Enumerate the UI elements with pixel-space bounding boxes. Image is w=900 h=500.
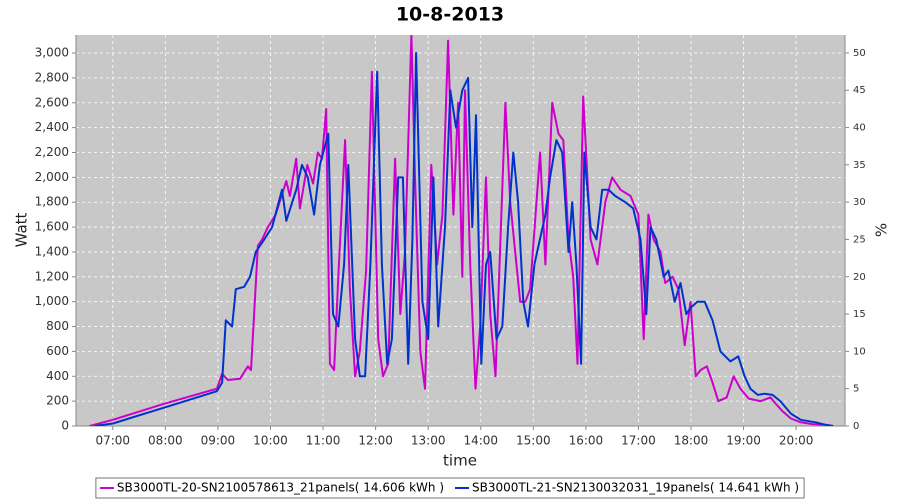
x-tick-label: 14:00 (463, 434, 498, 448)
y-tick-label: 1,400 (35, 244, 69, 258)
x-tick-label: 10:00 (253, 434, 288, 448)
x-tick-label: 17:00 (621, 434, 656, 448)
x-tick-label: 12:00 (358, 434, 393, 448)
x-tick-label: 19:00 (726, 434, 761, 448)
series-line (94, 52, 834, 426)
y-tick-label: 1,800 (35, 195, 69, 209)
y2-tick-label: 0 (853, 421, 859, 432)
y-tick-label: 2,200 (35, 145, 69, 159)
chart-title: 10-8-2013 (396, 4, 504, 26)
y-tick-label: 0 (61, 419, 69, 433)
y-tick-label: 400 (46, 369, 69, 383)
y2-tick-label: 15 (853, 309, 866, 320)
y2-tick-label: 20 (853, 272, 866, 283)
y-tick-label: 2,800 (35, 70, 69, 84)
y-tick-label: 2,400 (35, 120, 69, 134)
x-tick-label: 20:00 (779, 434, 814, 448)
y-tick-label: 200 (46, 394, 69, 408)
legend-box (95, 477, 805, 499)
x-tick-label: 15:00 (516, 434, 551, 448)
y-tick-label: 800 (46, 319, 69, 333)
y2-tick-label: 25 (853, 234, 866, 245)
y2-tick-label: 5 (853, 384, 859, 395)
legend-label: SB3000TL-20-SN2100578613_21panels( 14.60… (117, 481, 444, 495)
y2-axis-label: % (873, 223, 891, 237)
x-axis-label: time (443, 452, 477, 470)
y2-tick-label: 35 (853, 160, 866, 171)
y2-tick-label: 10 (853, 346, 866, 357)
x-tick-label: 08:00 (148, 434, 183, 448)
y2-tick-label: 45 (853, 85, 866, 96)
x-tick-label: 09:00 (201, 434, 236, 448)
x-tick-label: 11:00 (306, 434, 341, 448)
y-tick-label: 1,200 (35, 269, 69, 283)
y-tick-label: 2,000 (35, 170, 69, 184)
y-tick-label: 3,000 (35, 46, 69, 60)
y-tick-label: 1,600 (35, 220, 69, 234)
legend: SB3000TL-20-SN2100578613_21panels( 14.60… (95, 477, 805, 499)
x-tick-label: 13:00 (411, 434, 446, 448)
y-axis-label: Watt (13, 212, 31, 247)
y-tick-label: 1,000 (35, 294, 69, 308)
legend-label: SB3000TL-21-SN2130032031_19panels( 14.64… (472, 481, 799, 495)
y2-tick-label: 30 (853, 197, 866, 208)
x-tick-label: 07:00 (95, 434, 130, 448)
y-tick-label: 600 (46, 344, 69, 358)
y2-tick-label: 50 (853, 48, 866, 59)
x-tick-label: 18:00 (674, 434, 709, 448)
y-tick-label: 2,600 (35, 95, 69, 109)
x-tick-label: 16:00 (569, 434, 604, 448)
y2-tick-label: 40 (853, 123, 866, 134)
